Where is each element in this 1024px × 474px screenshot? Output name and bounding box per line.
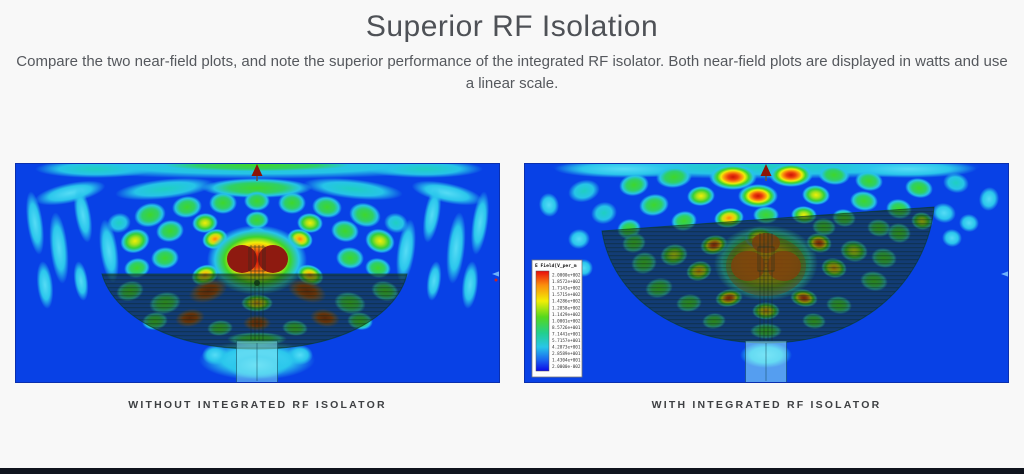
svg-text:1.0001e+002: 1.0001e+002: [552, 318, 581, 324]
plot-caption-with: WITH INTEGRATED RF ISOLATOR: [651, 399, 882, 411]
dish-reflector-overlay: [101, 273, 408, 350]
field-blobs: [25, 163, 490, 380]
waveguide: [236, 340, 278, 383]
feed-direction-arrow-icon: [251, 164, 263, 181]
section-description: Compare the two near-field plots, and no…: [16, 53, 1008, 92]
legend-title: E Field[V_per_m: [535, 263, 577, 269]
svg-text:1.5715e+002: 1.5715e+002: [552, 292, 581, 298]
feed-hotspot-right-lobe: [258, 245, 288, 273]
feed-structure-lines: [757, 233, 775, 341]
svg-text:1.4286e+002: 1.4286e+002: [552, 299, 581, 305]
svg-text:2.8589e+001: 2.8589e+001: [552, 351, 581, 357]
svg-text:8.5726e+001: 8.5726e+001: [552, 325, 581, 331]
feed-hotspot-brown: [726, 233, 806, 296]
plot-caption-without: WITHOUT INTEGRATED RF ISOLATOR: [128, 399, 387, 411]
axis-marker-icon: [1001, 271, 1009, 277]
field-legend: E Field[V_per_m 2.0000e+0021.8572e+0021.…: [531, 259, 583, 378]
feed-structure-lines: [248, 245, 266, 341]
svg-text:7.1441e+001: 7.1441e+001: [552, 331, 581, 337]
svg-text:5.7157e+001: 5.7157e+001: [552, 338, 581, 344]
svg-text:1.1429e+002: 1.1429e+002: [552, 312, 581, 318]
legend-color-bar: [535, 270, 550, 372]
svg-text:2.0000e-002: 2.0000e-002: [552, 364, 581, 370]
page-title: Superior RF Isolation: [365, 10, 659, 43]
near-field-plot-with-isolator: E Field[V_per_m 2.0000e+0021.8572e+0021.…: [524, 163, 1009, 383]
plot-border: [524, 163, 1009, 383]
waveguide: [745, 340, 787, 383]
svg-text:1.7143e+002: 1.7143e+002: [552, 286, 581, 292]
plot-pair-container: WITHOUT INTEGRATED RF ISOLATOR: [15, 163, 1009, 411]
near-field-plot-without-isolator: [15, 163, 500, 383]
plot-border: [15, 163, 500, 383]
axis-marker-icon: [492, 271, 500, 277]
legend-value-labels: 2.0000e+0021.8572e+0021.7143e+0021.5715e…: [552, 273, 581, 371]
feed-hotspot-left-lobe: [227, 245, 257, 273]
svg-text:1.2858e+002: 1.2858e+002: [552, 305, 581, 311]
svg-text:4.2873e+001: 4.2873e+001: [552, 345, 581, 351]
svg-text:1.8572e+002: 1.8572e+002: [552, 279, 581, 285]
plot-without-isolator: WITHOUT INTEGRATED RF ISOLATOR: [15, 163, 500, 411]
plot-with-isolator: E Field[V_per_m 2.0000e+002 1.8572e+002 1.…: [524, 163, 1009, 411]
feed-direction-arrow-icon: [760, 164, 772, 181]
svg-text:1.4304e+001: 1.4304e+001: [552, 358, 581, 364]
footer-bar: [0, 468, 1024, 474]
svg-text:2.0000e+002: 2.0000e+002: [552, 273, 581, 279]
axis-dot: [494, 278, 498, 282]
